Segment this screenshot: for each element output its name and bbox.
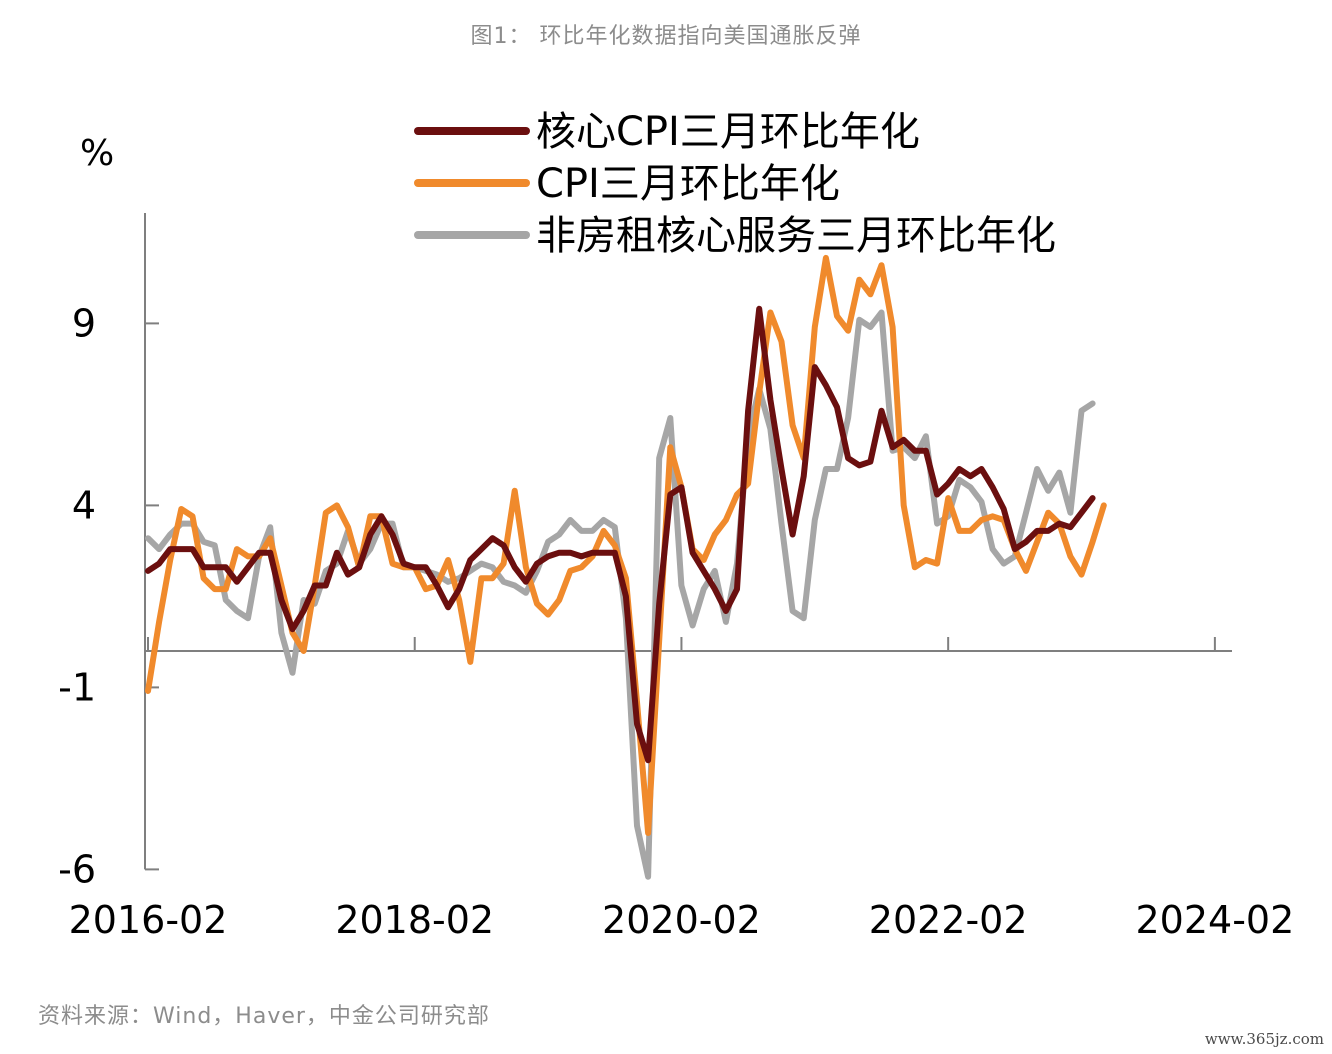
chart-axes: -6 -1 4 9% 2016-02 2018-02 2020-02 2022-02 2024-…: [58, 133, 1294, 942]
y-tick-label: 9: [72, 301, 96, 345]
x-tick-label: 2018-02: [335, 898, 494, 942]
y-tick-label: -6: [58, 847, 96, 891]
x-tick-label: 2024-02: [1135, 898, 1294, 942]
source-note: 资料来源：Wind，Haver，中金公司研究部: [38, 1004, 490, 1029]
chart-series: [145, 254, 1107, 880]
chart-title: 图1： 环比年化数据指向美国通胀反弹: [470, 24, 862, 49]
legend-label-1: CPI三月环比年化: [536, 161, 840, 207]
y-unit-label: %: [80, 133, 114, 174]
legend-label-0: 核心CPI三月环比年化: [536, 109, 920, 155]
x-tick-label: 2016-02: [69, 898, 228, 942]
y-tick-label: 4: [72, 483, 96, 527]
legend-label-2: 非房租核心服务三月环比年化: [536, 213, 1056, 259]
y-tick-label: -1: [58, 665, 96, 709]
series-line-2: [145, 309, 1096, 880]
series-line-0: [145, 305, 1096, 764]
watermark: www.365jz.com: [1204, 1030, 1324, 1048]
series-line-1: [145, 254, 1107, 836]
x-tick-label: 2020-02: [602, 898, 761, 942]
x-tick-label: 2022-02: [869, 898, 1028, 942]
